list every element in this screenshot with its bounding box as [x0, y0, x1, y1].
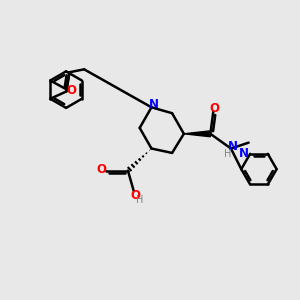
- Text: N: N: [148, 98, 158, 111]
- Polygon shape: [184, 131, 210, 137]
- Text: H: H: [224, 149, 232, 159]
- Text: N: N: [239, 147, 249, 160]
- Text: N: N: [228, 140, 238, 153]
- Text: O: O: [210, 102, 220, 115]
- Text: O: O: [130, 189, 140, 202]
- Text: O: O: [96, 163, 106, 176]
- Text: O: O: [67, 84, 76, 97]
- Text: H: H: [136, 195, 143, 205]
